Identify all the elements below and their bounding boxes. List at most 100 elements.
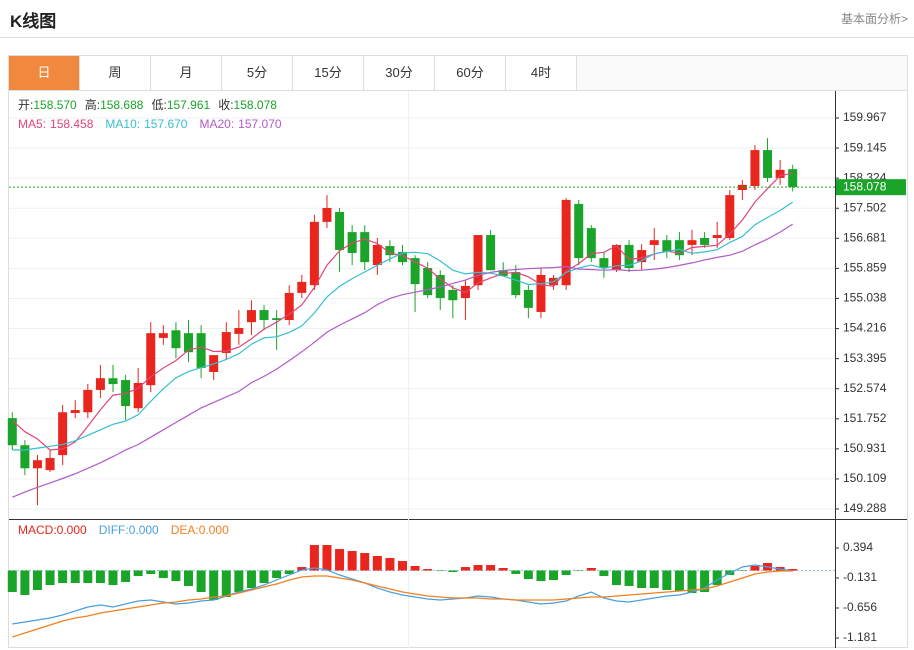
macd-bar [234,570,244,592]
macd-bar [95,570,105,584]
macd-bar [750,566,760,571]
candle-body [775,169,785,178]
candle-body [448,289,458,301]
macd-bar [460,567,470,571]
candle-body [372,244,382,266]
macd-bar [246,570,256,588]
candle-body [171,330,181,349]
ohlc-value: 157.961 [167,98,211,112]
macd-bar [486,565,496,571]
candle-body [473,235,483,286]
macd-bar [20,570,30,596]
macd-bar [184,570,194,586]
legend-value: 158.458 [50,117,94,131]
legend-name: MA10: [105,117,140,131]
ohlc-name: 高: [85,97,100,112]
macd-bar [674,570,684,592]
ohlc-name: 开: [18,98,33,112]
candle-body [70,410,80,413]
macd-bar [335,549,345,571]
candle-body [32,460,42,469]
macd-bar [523,570,533,580]
macd-bar [309,545,319,571]
ohlc-value: 158.078 [234,98,278,112]
tab[interactable]: 15分 [293,56,364,90]
macd-bar [146,570,156,574]
legend-name: MA20: [199,117,234,131]
tab[interactable]: 60分 [435,56,506,90]
candle-body [58,412,68,456]
candle-body [536,274,546,312]
macd-bar [196,570,206,592]
y-tick-label: 149.288 [843,501,887,515]
fundamental-link[interactable]: 基本面分析> [840,12,908,26]
macd-bar [284,570,294,574]
macd-bar [473,565,483,571]
tab[interactable]: 日 [9,56,80,90]
ma-line [12,201,794,451]
candle-body [133,382,143,409]
candle-body [385,246,395,256]
last-price-tag [836,179,906,196]
candle-body [486,235,496,271]
candle-body [158,333,168,338]
macd-bar [599,570,609,576]
macd-bar [297,567,307,571]
legend-name: MA5: [18,117,46,131]
legend-value: 157.070 [238,117,282,131]
candle-body [20,445,30,469]
macd-bar [45,570,55,586]
y-tick-label: -0.656 [843,600,877,614]
macd-bar [398,561,407,571]
macd-bar [32,570,42,590]
ohlc-name: 低: [151,98,166,112]
candle-body [284,292,294,320]
macd-bar [121,570,131,582]
candle-body [322,207,332,222]
macd-line [12,570,793,638]
macd-bar [561,570,571,576]
y-tick-label: 157.502 [843,200,887,214]
tab[interactable]: 4时 [506,56,577,90]
legend-name: MACD: [18,523,57,537]
candle-body [674,240,684,256]
legend-name: DIFF: [99,523,129,537]
macd-line [12,564,793,625]
candle-body [7,418,17,446]
macd-bar [108,570,118,586]
macd-bar [511,570,521,574]
tab[interactable]: 5分 [222,56,293,90]
candle-body [586,228,596,259]
macd-bar [272,570,282,578]
tab[interactable]: 月 [151,56,222,90]
candle-body [523,289,533,308]
macd-bar [649,570,659,588]
candle-body [637,250,647,263]
tab[interactable]: 周 [80,56,151,90]
y-tick-label: 150.931 [843,441,887,455]
tab[interactable]: 30分 [364,56,435,90]
candle-body [309,221,319,286]
macd-bar [687,570,697,594]
candle-body [221,332,231,353]
candle-body [335,211,345,251]
macd-bar [662,570,672,590]
y-tick-label: -1.181 [843,630,877,644]
macd-bar [347,551,357,571]
y-tick-label: 155.859 [843,261,887,275]
page-title: K线图 [10,12,57,31]
macd-bar [58,570,68,584]
macd-bar [624,570,634,586]
macd-bar [574,570,584,572]
candle-body [234,328,244,334]
macd-bar [788,569,798,571]
macd-bar [171,570,181,582]
candle-body [196,333,206,368]
header: K线图 基本面分析> [0,0,914,38]
tab-bar: 日周月 5分 15分 30分 60分 4时 [8,55,908,91]
macd-bar [586,568,596,571]
candle-body [687,240,697,245]
y-tick-label: 156.681 [843,230,887,244]
macd-bar [385,558,395,571]
